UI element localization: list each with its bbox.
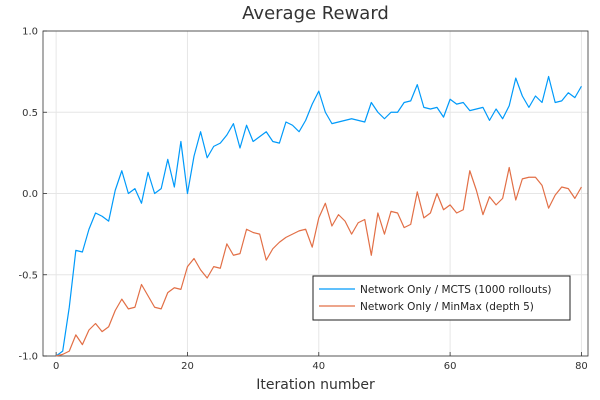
series-line-minmax (55, 166, 582, 357)
legend-box (312, 275, 571, 321)
y-tick-label: 0.5 (22, 108, 38, 119)
x-tick-label: 20 (181, 361, 194, 372)
legend-label-minmax: Network Only / MinMax (depth 5) (360, 301, 534, 313)
tick-layer: 0 20 40 60 80 -1.0 -0.5 0.0 0.5 1.0 (18, 27, 587, 373)
x-tick-label: 60 (444, 361, 457, 372)
y-tick-label: -1.0 (18, 352, 38, 363)
series-layer (55, 75, 582, 357)
y-tick-label: -0.5 (18, 270, 38, 281)
series-line-mcts (55, 75, 582, 357)
x-tick-label: 40 (312, 361, 325, 372)
x-tick-label: 80 (575, 361, 588, 372)
y-tick-label: 0.0 (22, 189, 38, 200)
legend: Network Only / MCTS (1000 rollouts) Netw… (312, 275, 571, 321)
legend-label-mcts: Network Only / MCTS (1000 rollouts) (360, 284, 552, 296)
y-tick-label: 1.0 (22, 27, 38, 38)
x-axis-label: Iteration number (256, 377, 375, 393)
x-tick-label: 0 (53, 361, 59, 372)
chart-title: Average Reward (242, 3, 389, 24)
